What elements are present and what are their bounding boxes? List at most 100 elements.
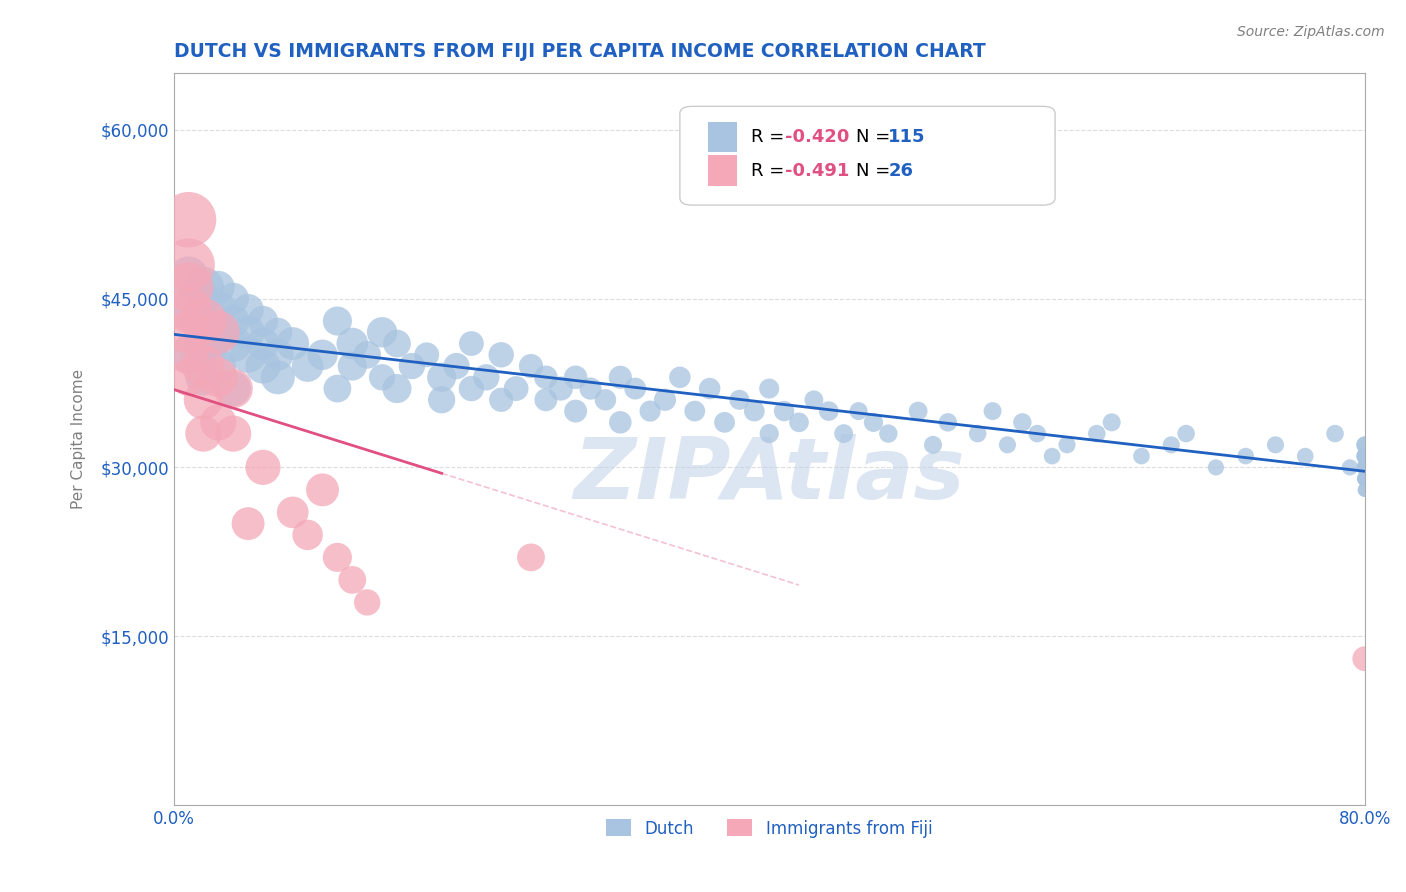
Point	[222, 292, 245, 306]
Point	[1354, 449, 1376, 463]
Point	[817, 404, 839, 418]
FancyBboxPatch shape	[681, 106, 1054, 205]
Point	[252, 336, 274, 351]
Point	[981, 404, 1004, 418]
Point	[207, 280, 229, 294]
Point	[564, 370, 586, 384]
Point	[177, 268, 200, 283]
Point	[460, 336, 482, 351]
Point	[177, 370, 200, 384]
Point	[193, 280, 215, 294]
Point	[311, 348, 333, 362]
Point	[669, 370, 692, 384]
Point	[922, 438, 945, 452]
Point	[460, 382, 482, 396]
Point	[311, 483, 333, 497]
Point	[222, 314, 245, 328]
Point	[1234, 449, 1257, 463]
Point	[207, 302, 229, 317]
Point	[193, 392, 215, 407]
Point	[177, 212, 200, 227]
Point	[222, 382, 245, 396]
Point	[193, 314, 215, 328]
Point	[1354, 651, 1376, 665]
Point	[1354, 483, 1376, 497]
Point	[193, 314, 215, 328]
Point	[1026, 426, 1049, 441]
Point	[489, 392, 512, 407]
Point	[252, 359, 274, 373]
Point	[744, 404, 766, 418]
Point	[1264, 438, 1286, 452]
Point	[609, 415, 631, 429]
Point	[683, 404, 706, 418]
Point	[534, 392, 557, 407]
Point	[207, 359, 229, 373]
Point	[699, 382, 721, 396]
Point	[505, 382, 527, 396]
Point	[207, 326, 229, 340]
Point	[654, 392, 676, 407]
Point	[1354, 449, 1376, 463]
Point	[758, 426, 780, 441]
Point	[342, 573, 364, 587]
Point	[207, 326, 229, 340]
Point	[416, 348, 439, 362]
Text: DUTCH VS IMMIGRANTS FROM FIJI PER CAPITA INCOME CORRELATION CHART: DUTCH VS IMMIGRANTS FROM FIJI PER CAPITA…	[173, 42, 986, 61]
Point	[1354, 472, 1376, 486]
Point	[267, 370, 290, 384]
Point	[252, 460, 274, 475]
Point	[877, 426, 900, 441]
Point	[1294, 449, 1316, 463]
Point	[177, 302, 200, 317]
Point	[193, 370, 215, 384]
Text: R =: R =	[751, 161, 790, 179]
Point	[848, 404, 870, 418]
Point	[609, 370, 631, 384]
Point	[193, 426, 215, 441]
Point	[193, 336, 215, 351]
Point	[326, 314, 349, 328]
Point	[713, 415, 735, 429]
Point	[997, 438, 1019, 452]
Point	[236, 348, 259, 362]
Point	[326, 550, 349, 565]
Point	[564, 404, 586, 418]
Point	[1354, 472, 1376, 486]
Y-axis label: Per Capita Income: Per Capita Income	[72, 369, 86, 509]
Point	[207, 415, 229, 429]
Text: -0.420: -0.420	[785, 128, 849, 146]
Point	[267, 326, 290, 340]
Point	[267, 348, 290, 362]
Point	[1354, 460, 1376, 475]
Point	[579, 382, 602, 396]
Point	[1354, 460, 1376, 475]
Point	[401, 359, 423, 373]
Point	[236, 302, 259, 317]
Point	[177, 302, 200, 317]
Point	[1040, 449, 1063, 463]
Point	[1339, 460, 1361, 475]
Point	[177, 348, 200, 362]
Point	[1101, 415, 1123, 429]
Point	[326, 382, 349, 396]
Text: ZIPAtlas: ZIPAtlas	[574, 434, 965, 517]
Point	[1160, 438, 1182, 452]
Point	[342, 359, 364, 373]
Point	[936, 415, 959, 429]
Point	[1354, 472, 1376, 486]
Point	[638, 404, 661, 418]
Point	[1354, 449, 1376, 463]
Point	[177, 326, 200, 340]
Point	[520, 550, 543, 565]
Point	[1324, 426, 1347, 441]
Text: N =: N =	[856, 128, 896, 146]
Point	[342, 336, 364, 351]
Point	[534, 370, 557, 384]
Point	[966, 426, 988, 441]
Text: -0.491: -0.491	[785, 161, 849, 179]
Point	[252, 314, 274, 328]
Point	[177, 348, 200, 362]
Point	[1354, 460, 1376, 475]
Point	[193, 292, 215, 306]
